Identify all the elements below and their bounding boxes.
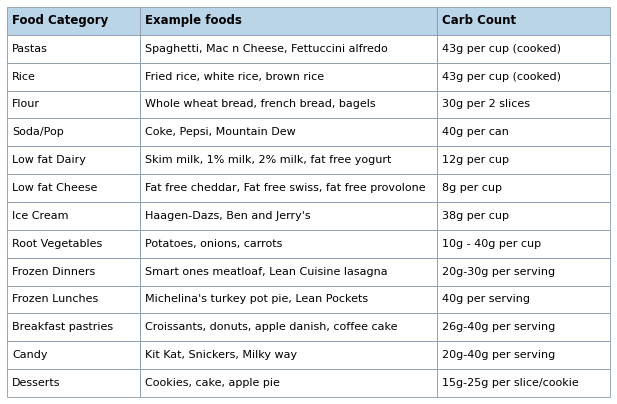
Bar xyxy=(141,286,437,314)
Bar xyxy=(437,258,610,286)
Text: Breakfast pastries: Breakfast pastries xyxy=(12,322,113,332)
Text: Spaghetti, Mac n Cheese, Fettuccini alfredo: Spaghetti, Mac n Cheese, Fettuccini alfr… xyxy=(146,44,388,54)
Bar xyxy=(7,314,141,341)
Bar xyxy=(437,146,610,174)
Text: Croissants, donuts, apple danish, coffee cake: Croissants, donuts, apple danish, coffee… xyxy=(146,322,398,332)
Text: Flour: Flour xyxy=(12,99,40,109)
Bar xyxy=(437,63,610,90)
Text: Low fat Cheese: Low fat Cheese xyxy=(12,183,97,193)
Text: Ice Cream: Ice Cream xyxy=(12,211,68,221)
Text: Soda/Pop: Soda/Pop xyxy=(12,127,64,137)
Bar xyxy=(437,286,610,314)
Text: 40g per serving: 40g per serving xyxy=(442,295,530,305)
Bar xyxy=(437,7,610,35)
Bar xyxy=(7,258,141,286)
Bar xyxy=(141,258,437,286)
Bar xyxy=(141,369,437,397)
Text: Fried rice, white rice, brown rice: Fried rice, white rice, brown rice xyxy=(146,72,325,82)
Text: Kit Kat, Snickers, Milky way: Kit Kat, Snickers, Milky way xyxy=(146,350,297,360)
Text: Whole wheat bread, french bread, bagels: Whole wheat bread, french bread, bagels xyxy=(146,99,376,109)
Bar xyxy=(437,369,610,397)
Bar xyxy=(141,174,437,202)
Text: Smart ones meatloaf, Lean Cuisine lasagna: Smart ones meatloaf, Lean Cuisine lasagn… xyxy=(146,267,388,277)
Bar xyxy=(7,146,141,174)
Text: Carb Count: Carb Count xyxy=(442,15,516,27)
Text: Food Category: Food Category xyxy=(12,15,108,27)
Bar xyxy=(141,146,437,174)
Text: Fat free cheddar, Fat free swiss, fat free provolone: Fat free cheddar, Fat free swiss, fat fr… xyxy=(146,183,426,193)
Bar xyxy=(7,286,141,314)
Text: 43g per cup (cooked): 43g per cup (cooked) xyxy=(442,72,561,82)
Bar xyxy=(7,90,141,118)
Bar xyxy=(437,314,610,341)
Bar xyxy=(7,7,141,35)
Text: 26g-40g per serving: 26g-40g per serving xyxy=(442,322,555,332)
Text: 8g per cup: 8g per cup xyxy=(442,183,502,193)
Bar xyxy=(437,90,610,118)
Bar xyxy=(437,35,610,63)
Bar xyxy=(437,341,610,369)
Bar xyxy=(141,90,437,118)
Text: 20g-40g per serving: 20g-40g per serving xyxy=(442,350,555,360)
Text: Coke, Pepsi, Mountain Dew: Coke, Pepsi, Mountain Dew xyxy=(146,127,296,137)
Text: 20g-30g per serving: 20g-30g per serving xyxy=(442,267,555,277)
Bar xyxy=(7,174,141,202)
Bar xyxy=(437,118,610,146)
Text: Frozen Lunches: Frozen Lunches xyxy=(12,295,98,305)
Bar xyxy=(7,118,141,146)
Text: 30g per 2 slices: 30g per 2 slices xyxy=(442,99,530,109)
Bar xyxy=(7,63,141,90)
Text: Root Vegetables: Root Vegetables xyxy=(12,239,102,249)
Text: 38g per cup: 38g per cup xyxy=(442,211,509,221)
Text: Haagen-Dazs, Ben and Jerry's: Haagen-Dazs, Ben and Jerry's xyxy=(146,211,311,221)
Text: Low fat Dairy: Low fat Dairy xyxy=(12,155,86,165)
Bar xyxy=(7,230,141,258)
Text: 43g per cup (cooked): 43g per cup (cooked) xyxy=(442,44,561,54)
Bar xyxy=(141,7,437,35)
Bar xyxy=(7,369,141,397)
Text: Skim milk, 1% milk, 2% milk, fat free yogurt: Skim milk, 1% milk, 2% milk, fat free yo… xyxy=(146,155,392,165)
Bar xyxy=(141,230,437,258)
Bar xyxy=(141,118,437,146)
Text: 12g per cup: 12g per cup xyxy=(442,155,509,165)
Bar xyxy=(7,341,141,369)
Bar xyxy=(141,314,437,341)
Text: Candy: Candy xyxy=(12,350,48,360)
Bar xyxy=(141,202,437,230)
Text: Desserts: Desserts xyxy=(12,378,60,388)
Text: 15g-25g per slice/cookie: 15g-25g per slice/cookie xyxy=(442,378,579,388)
Text: Michelina's turkey pot pie, Lean Pockets: Michelina's turkey pot pie, Lean Pockets xyxy=(146,295,368,305)
Bar xyxy=(7,35,141,63)
Text: Pastas: Pastas xyxy=(12,44,48,54)
Bar xyxy=(7,202,141,230)
Bar xyxy=(141,63,437,90)
Text: Example foods: Example foods xyxy=(146,15,242,27)
Text: 10g - 40g per cup: 10g - 40g per cup xyxy=(442,239,541,249)
Bar xyxy=(141,35,437,63)
Bar xyxy=(141,341,437,369)
Text: Cookies, cake, apple pie: Cookies, cake, apple pie xyxy=(146,378,280,388)
Text: Rice: Rice xyxy=(12,72,36,82)
Bar xyxy=(437,230,610,258)
Bar xyxy=(437,174,610,202)
Bar xyxy=(437,202,610,230)
Text: 40g per can: 40g per can xyxy=(442,127,509,137)
Text: Frozen Dinners: Frozen Dinners xyxy=(12,267,95,277)
Text: Potatoes, onions, carrots: Potatoes, onions, carrots xyxy=(146,239,283,249)
